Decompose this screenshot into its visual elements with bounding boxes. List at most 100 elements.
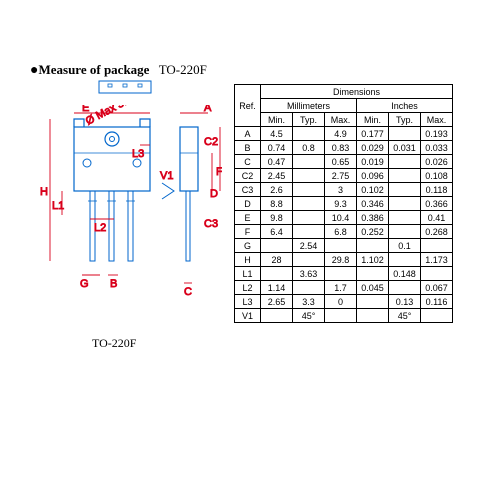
cell-val xyxy=(325,239,357,253)
table-row: D8.89.30.3460.366 xyxy=(235,197,453,211)
cell-val xyxy=(357,239,389,253)
cell-ref: L1 xyxy=(235,267,261,281)
cell-val: 0.41 xyxy=(421,211,453,225)
dim-E: E xyxy=(82,105,89,114)
col-in: Inches xyxy=(357,99,453,113)
cell-val: 0.108 xyxy=(421,169,453,183)
table-row: C32.630.1020.118 xyxy=(235,183,453,197)
cell-val: 0.366 xyxy=(421,197,453,211)
dim-L1: L1 xyxy=(52,200,64,212)
cell-val: 0.252 xyxy=(357,225,389,239)
title-word: package xyxy=(104,62,150,77)
dim-C3: C3 xyxy=(204,218,218,230)
dim-G: G xyxy=(80,278,89,290)
cell-val xyxy=(357,309,389,323)
cell-val: 0.096 xyxy=(357,169,389,183)
cell-val xyxy=(389,127,421,141)
cell-val: 4.9 xyxy=(325,127,357,141)
cell-val xyxy=(389,211,421,225)
cell-val: 2.54 xyxy=(293,239,325,253)
cell-val xyxy=(421,239,453,253)
cell-val: 1.7 xyxy=(325,281,357,295)
cell-val: 0.1 xyxy=(389,239,421,253)
cell-val xyxy=(261,309,293,323)
col-dimensions: Dimensions xyxy=(261,85,453,99)
col-ref: Ref. xyxy=(235,85,261,127)
cell-val: 0.65 xyxy=(325,155,357,169)
cell-ref: C2 xyxy=(235,169,261,183)
cell-val: 0.8 xyxy=(293,141,325,155)
table-row: L21.141.70.0450.067 xyxy=(235,281,453,295)
cell-val xyxy=(325,267,357,281)
cell-val: 0.386 xyxy=(357,211,389,225)
cell-val: 6.4 xyxy=(261,225,293,239)
table-row: A4.54.90.1770.193 xyxy=(235,127,453,141)
cell-val: 0.118 xyxy=(421,183,453,197)
cell-val: 4.5 xyxy=(261,127,293,141)
cell-val: 3.3 xyxy=(293,295,325,309)
cell-val: 0.148 xyxy=(389,267,421,281)
cell-val xyxy=(293,155,325,169)
cell-val xyxy=(389,155,421,169)
dim-L2: L2 xyxy=(94,222,106,234)
cell-val: 0.031 xyxy=(389,141,421,155)
dim-C: C xyxy=(184,286,192,298)
cell-ref: L2 xyxy=(235,281,261,295)
cell-ref: B xyxy=(235,141,261,155)
package-name: TO-220F xyxy=(159,62,207,77)
dim-L3: L3 xyxy=(132,148,144,160)
cell-val: 0.033 xyxy=(421,141,453,155)
cell-val xyxy=(357,267,389,281)
cell-val xyxy=(389,281,421,295)
title-prefix: Measure of xyxy=(38,62,100,77)
cell-ref: H xyxy=(235,253,261,267)
table-row: C22.45 2.750.096 0.108 xyxy=(235,169,453,183)
cell-val: 0.346 xyxy=(357,197,389,211)
dim-B: B xyxy=(110,278,117,290)
cell-val: 2.45 xyxy=(261,169,293,183)
diagram-caption: TO-220F xyxy=(92,336,136,351)
cell-val xyxy=(421,309,453,323)
cell-val: 0.045 xyxy=(357,281,389,295)
cell-val: 9.8 xyxy=(261,211,293,225)
cell-val: 10.4 xyxy=(325,211,357,225)
cell-val xyxy=(389,197,421,211)
cell-ref: L3 xyxy=(235,295,261,309)
dimensions-table: Ref. Dimensions Millimeters Inches Min. … xyxy=(234,84,453,323)
subheader-row: Min. Typ. Max. Min. Typ. Max. xyxy=(235,113,453,127)
table-row: B0.740.80.830.0290.0310.033 xyxy=(235,141,453,155)
cell-val: 29.8 xyxy=(325,253,357,267)
cell-ref: C3 xyxy=(235,183,261,197)
page-title: ●Measure of package TO-220F xyxy=(30,62,207,79)
cell-val: 2.75 xyxy=(325,169,357,183)
cell-val: 2.65 xyxy=(261,295,293,309)
table-row: V1 45° 45° xyxy=(235,309,453,323)
cell-val: 28 xyxy=(261,253,293,267)
cell-val xyxy=(293,169,325,183)
cell-val xyxy=(389,253,421,267)
cell-val: 2.6 xyxy=(261,183,293,197)
cell-val: 0.029 xyxy=(357,141,389,155)
table-row: C0.470.650.0190.026 xyxy=(235,155,453,169)
cell-val: 0.019 xyxy=(357,155,389,169)
cell-val xyxy=(389,225,421,239)
cell-val: 0.102 xyxy=(357,183,389,197)
cell-val: 0.067 xyxy=(421,281,453,295)
cell-ref: G xyxy=(235,239,261,253)
cell-ref: D xyxy=(235,197,261,211)
cell-val: 0 xyxy=(325,295,357,309)
cell-ref: V1 xyxy=(235,309,261,323)
cell-val xyxy=(293,253,325,267)
cell-val xyxy=(293,183,325,197)
dim-V1: V1 xyxy=(160,170,173,182)
cell-val xyxy=(293,127,325,141)
table-row: E9.810.40.3860.41 xyxy=(235,211,453,225)
cell-val: 0.268 xyxy=(421,225,453,239)
table-row: H2829.81.1021.173 xyxy=(235,253,453,267)
cell-val: 45° xyxy=(389,309,421,323)
cell-val: 45° xyxy=(293,309,325,323)
package-diagram: E A H L1 L2 L3 G B C C2 C3 F D V1 xyxy=(32,105,222,335)
cell-val: 0.116 xyxy=(421,295,453,309)
cell-val: 0.026 xyxy=(421,155,453,169)
cell-val xyxy=(261,239,293,253)
